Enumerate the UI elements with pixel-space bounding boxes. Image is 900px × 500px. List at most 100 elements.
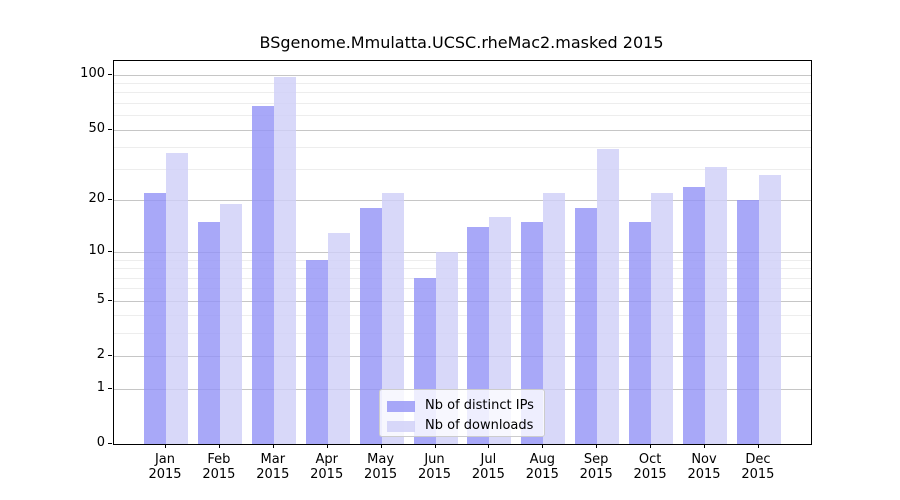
bar-sep-downloads [597,148,620,444]
gridline-minor [114,83,811,85]
bar-jan-downloads [166,153,188,444]
x-tick-label: Nov 2015 [674,452,734,482]
x-tick-year: 2015 [256,467,290,482]
x-tick-mark [326,444,328,448]
gridline-minor [114,92,811,94]
x-tick-label: Jul 2015 [458,452,518,482]
x-tick-mark [650,444,652,448]
x-tick-month: Jul [480,452,497,467]
gridline-major [114,129,811,131]
y-tick-mark [108,387,112,389]
x-tick-year: 2015 [633,467,667,482]
gridline-major [114,74,811,76]
x-tick-label: Dec 2015 [728,452,788,482]
x-tick-year: 2015 [687,467,721,482]
x-tick-year: 2015 [741,467,775,482]
x-tick-year: 2015 [202,467,236,482]
gridline-minor [114,169,811,171]
y-tick-label: 10 [88,243,105,259]
legend-label-distinct-ips: Nb of distinct IPs [425,398,534,413]
x-tick-year: 2015 [525,467,559,482]
x-tick-month: Apr [315,452,338,467]
bar-apr-distinct-ips [305,259,328,444]
x-tick-mark [380,444,382,448]
x-tick-month: Aug [529,452,555,467]
gridline-minor [114,103,811,104]
bar-dec-downloads [758,174,781,444]
bar-jan-distinct-ips [144,193,166,444]
chart-title: BSgenome.Mmulatta.UCSC.rheMac2.masked 20… [259,33,664,52]
bar-feb-downloads [219,204,242,444]
x-tick-mark [542,444,544,448]
bar-mar-downloads [273,77,296,444]
x-tick-year: 2015 [364,467,398,482]
x-tick-mark [165,444,166,448]
bar-sep-distinct-ips [575,208,598,444]
gridline-minor [114,288,811,290]
x-tick-month: Jan [154,452,176,467]
x-tick-label: Feb 2015 [189,452,249,482]
bar-may-downloads [381,193,404,444]
bar-nov-downloads [705,166,727,444]
x-tick-label: Mar 2015 [243,452,303,482]
legend-label-downloads: Nb of downloads [425,418,534,433]
y-tick-label: 5 [96,291,105,307]
x-tick-year: 2015 [579,467,613,482]
x-tick-mark [704,444,705,448]
x-tick-mark [272,444,274,448]
gridline-minor [114,333,811,335]
x-tick-mark [596,444,598,448]
y-tick-mark [108,443,112,444]
x-tick-month: Jun [424,452,445,467]
x-tick-year: 2015 [471,467,505,482]
bar-aug-distinct-ips [521,222,544,444]
x-tick-label: Oct 2015 [620,452,680,482]
bars-layer [114,61,811,444]
x-tick-label: Sep 2015 [566,452,626,482]
y-tick-mark [108,355,112,357]
bar-oct-downloads [651,193,674,444]
y-tick-label: 1 [96,379,105,395]
legend-item-distinct-ips: Nb of distinct IPs [387,396,544,416]
x-tick-year: 2015 [148,467,182,482]
gridline-major [114,200,811,202]
y-tick-mark [108,128,112,130]
bar-jul-downloads [489,217,512,444]
gridline-minor [114,115,811,117]
x-tick-month: Feb [207,452,231,467]
bar-oct-distinct-ips [629,222,652,444]
bar-feb-distinct-ips [197,222,220,444]
x-tick-month: May [367,452,395,467]
y-tick-mark [108,199,112,201]
gridline-major [114,356,811,358]
x-tick-mark [434,444,436,448]
x-tick-month: Nov [691,452,717,467]
legend-swatch-distinct-ips [387,400,415,412]
gridline-minor [114,277,811,279]
bar-aug-downloads [543,193,566,444]
bar-mar-distinct-ips [251,106,274,444]
y-tick-label: 100 [80,65,105,81]
x-tick-label: Jan 2015 [135,452,195,482]
gridline-major [114,300,811,302]
x-tick-label: May 2015 [351,452,411,482]
gridline-minor [114,315,811,317]
x-tick-mark [488,444,490,448]
legend-item-downloads: Nb of downloads [387,416,544,436]
x-tick-month: Mar [260,452,286,467]
y-tick-label: 2 [96,347,105,363]
bar-may-distinct-ips [359,208,382,444]
y-tick-label: 50 [88,120,105,136]
x-tick-year: 2015 [310,467,344,482]
y-tick-label: 20 [88,191,105,207]
gridline-minor [114,268,811,270]
y-tick-mark [108,251,112,253]
y-tick-label: 0 [96,435,105,450]
plot-area: Nb of distinct IPs Nb of downloads [113,60,812,445]
gridline-minor [114,259,811,261]
bar-apr-downloads [327,232,350,444]
gridline-major [114,252,811,254]
legend: Nb of distinct IPs Nb of downloads [379,389,545,437]
x-tick-month: Dec [745,452,771,467]
